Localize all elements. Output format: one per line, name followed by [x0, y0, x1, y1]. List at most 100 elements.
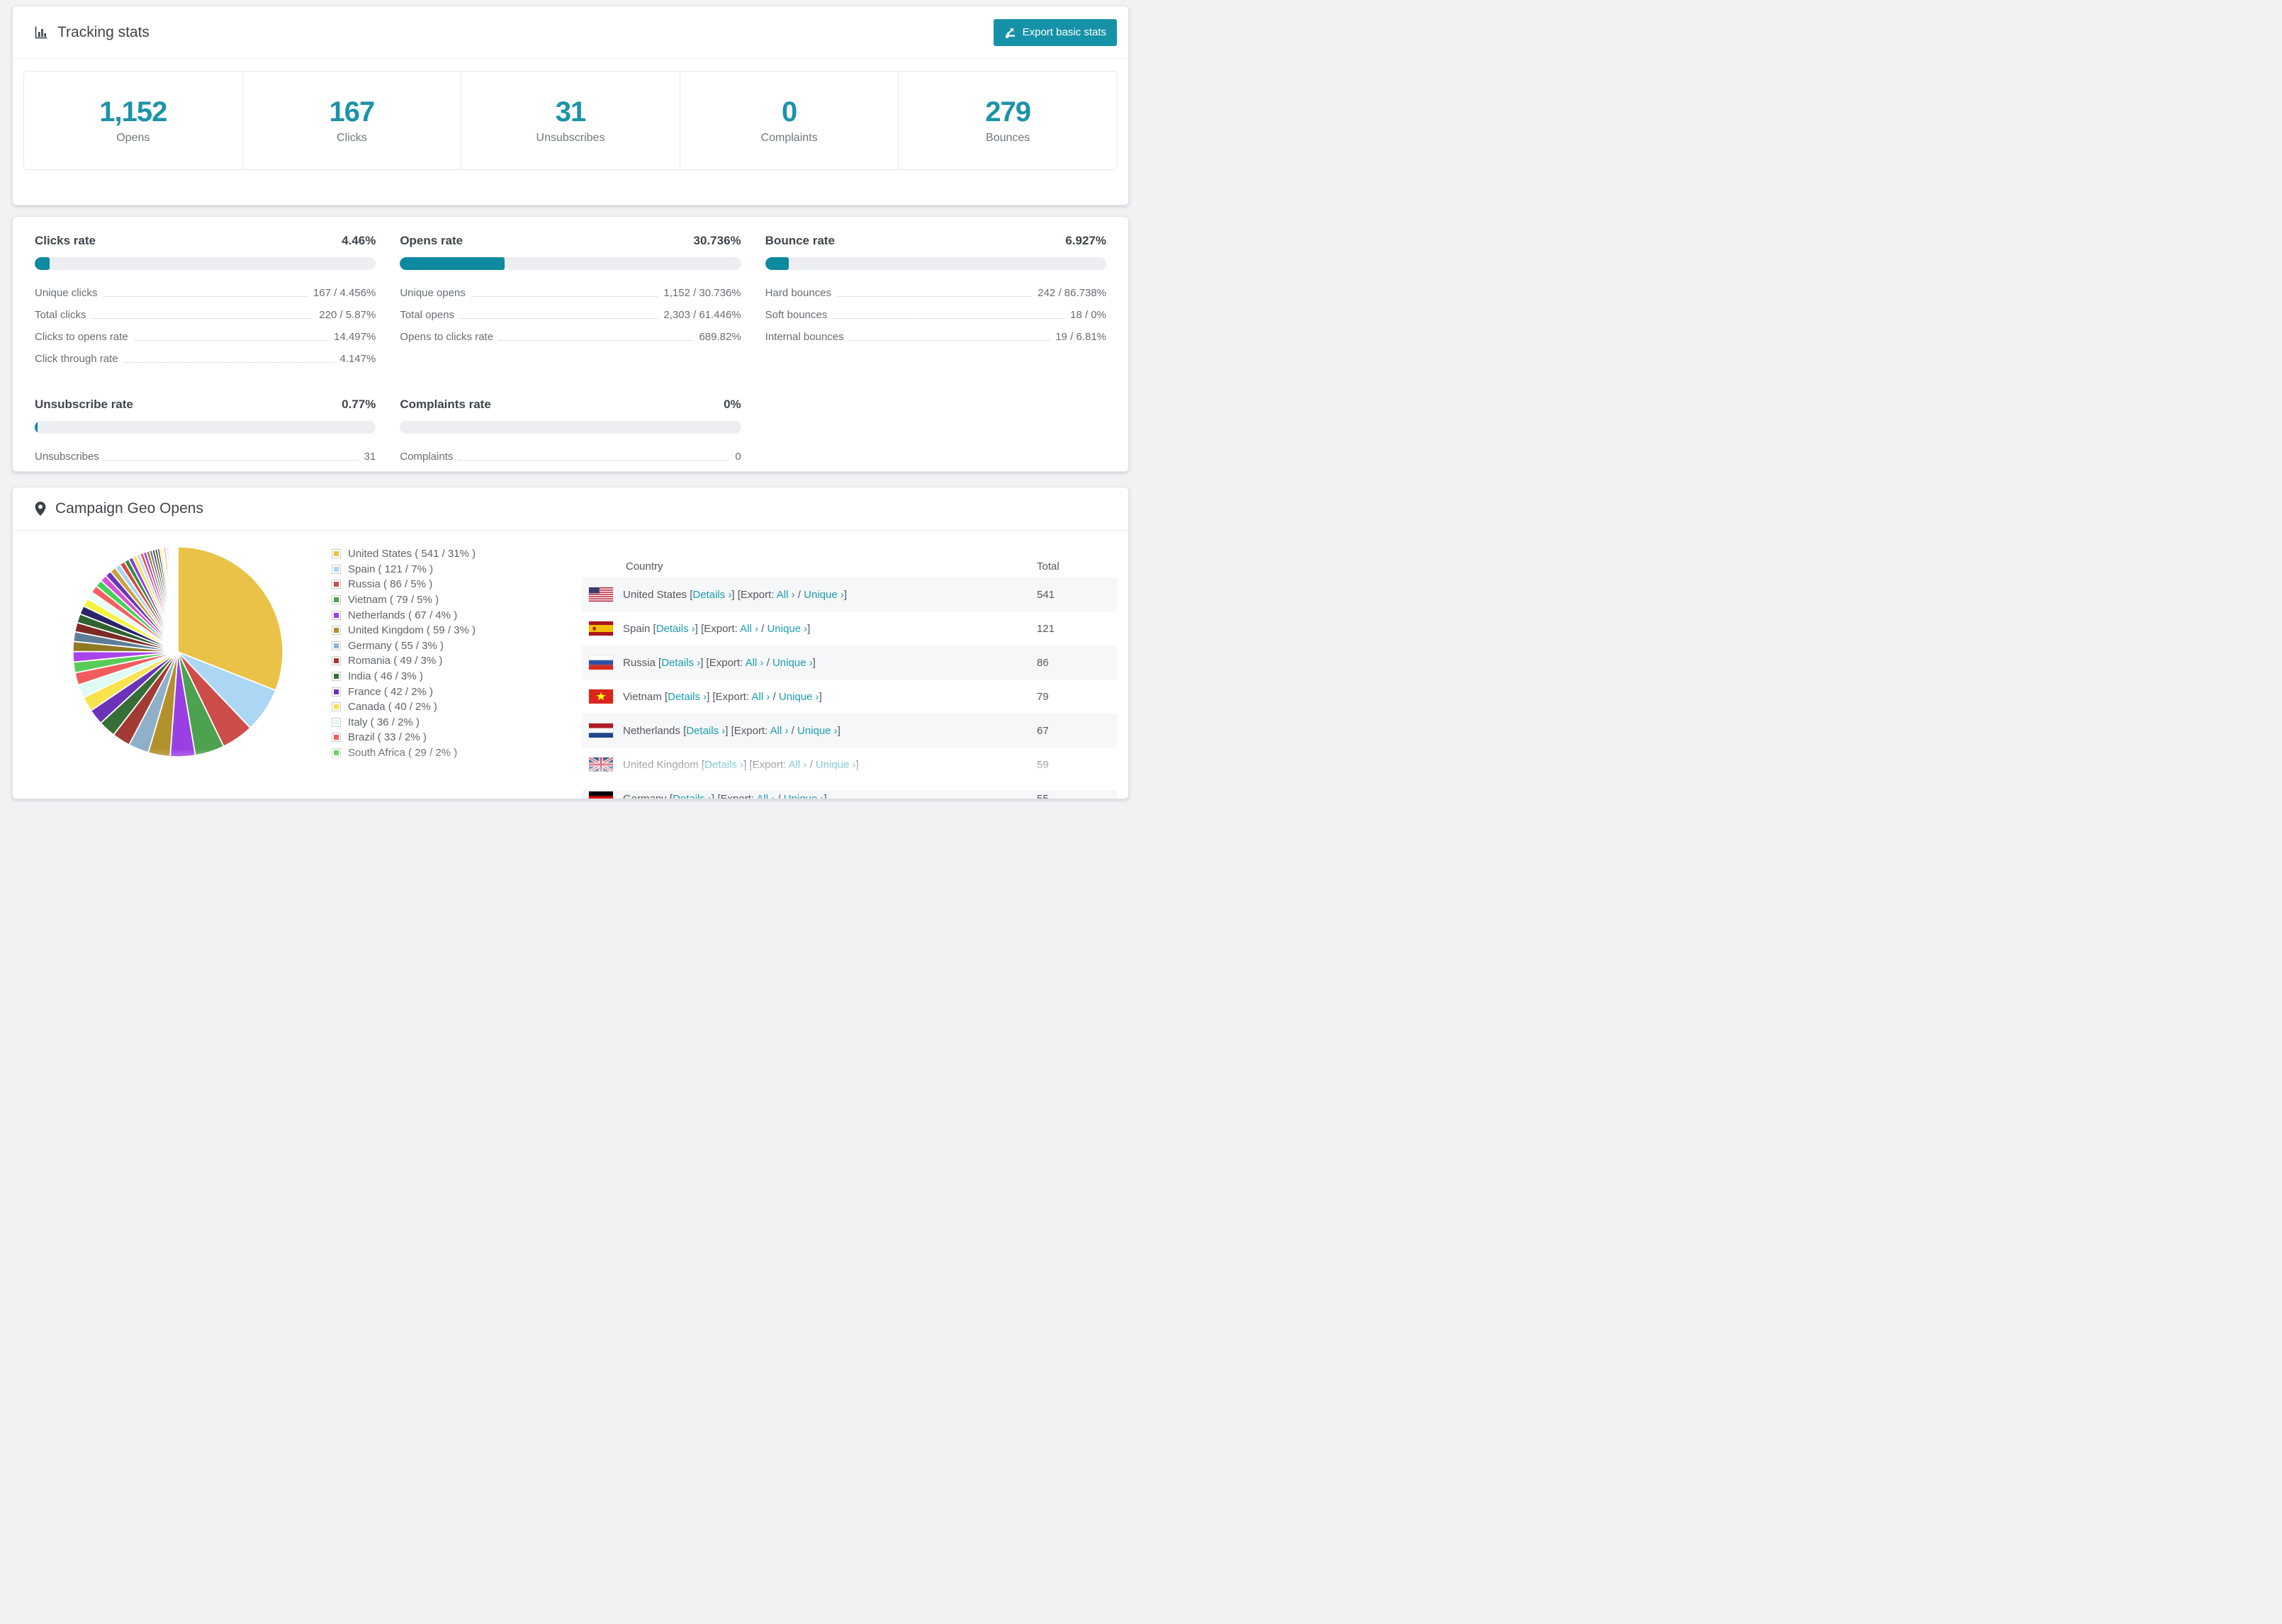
legend-item-netherlands: Netherlands ( 67 / 4% ) [332, 607, 476, 623]
export-unique-link[interactable]: Unique › [783, 792, 824, 799]
stat-card-complaints: 0 Complaints [680, 72, 899, 169]
geo-pie-chart[interactable] [67, 541, 288, 762]
stat-label: Bounces [986, 132, 1030, 144]
total-cell: 86 [1037, 656, 1049, 669]
flag-icon-us [589, 587, 613, 602]
legend-item-russia: Russia ( 86 / 5% ) [332, 577, 476, 592]
rate-detail-row: Unique opens 1,152 / 30.736% [400, 287, 741, 299]
legend-item-india: India ( 46 / 3% ) [332, 669, 476, 684]
stat-card-opens: 1,152 Opens [24, 72, 243, 169]
rate-detail-value: 2,303 / 61.446% [663, 309, 741, 321]
bracket: [ [683, 724, 687, 737]
details-link[interactable]: Details › [692, 588, 732, 601]
tracking-stats-header: Tracking stats Export basic stats [13, 6, 1128, 59]
legend-label: United States ( 541 / 31% ) [348, 548, 476, 560]
dotted-leader [103, 296, 308, 297]
geo-table: Country Total United States [Details ›] … [582, 555, 1117, 799]
details-link[interactable]: Details › [686, 724, 726, 737]
export-unique-link[interactable]: Unique › [815, 758, 856, 771]
export-all-link[interactable]: All › [756, 792, 775, 799]
rate-detail-row: Hard bounces 242 / 86.738% [765, 287, 1106, 299]
details-link[interactable]: Details › [656, 622, 695, 635]
legend-swatch [332, 672, 341, 682]
export-basic-stats-button[interactable]: Export basic stats [993, 18, 1117, 46]
flag-icon-de [589, 791, 613, 799]
rate-detail-label: Unique clicks [35, 287, 98, 299]
legend-label: Spain ( 121 / 7% ) [348, 563, 434, 575]
geo-legend: United States ( 541 / 31% ) Spain ( 121 /… [332, 546, 476, 760]
rate-detail-rows: Hard bounces 242 / 86.738% Soft bounces 18 … [765, 287, 1106, 343]
progress-bar [35, 421, 376, 434]
stat-card-bounces: 279 Bounces [899, 72, 1117, 169]
legend-item-spain: Spain ( 121 / 7% ) [332, 562, 476, 577]
export-all-link[interactable]: All › [770, 724, 789, 737]
export-all-link[interactable]: All › [788, 758, 807, 771]
rate-detail-label: Complaints [400, 451, 454, 463]
dotted-leader [471, 296, 658, 297]
legend-swatch [332, 702, 341, 712]
pie-chart-svg [72, 546, 284, 758]
bracket: ] [812, 656, 816, 669]
rate-detail-row: Complaints 0 [400, 451, 741, 463]
country-cell: Germany [Details ›] [Export: All › / Uni… [623, 792, 1037, 799]
rate-title: Bounce rate [765, 234, 835, 247]
stat-value: 167 [329, 96, 376, 128]
rate-value: 30.736% [693, 234, 741, 247]
export-unique-link[interactable]: Unique › [778, 690, 819, 703]
legend-label: Brazil ( 33 / 2% ) [348, 731, 427, 744]
rate-detail-value: 167 / 4.456% [313, 287, 376, 299]
pie-slice-59 [176, 546, 179, 653]
country-name: Netherlands [623, 724, 684, 737]
export-unique-link[interactable]: Unique › [804, 588, 844, 601]
rate-head: Opens rate 30.736% [400, 234, 741, 248]
rate-detail-row: Opens to clicks rate 689.82% [400, 331, 741, 343]
rate-block-unsubscribe-rate: Unsubscribe rate 0.77% Unsubscribes 31 [35, 397, 376, 463]
country-cell: Netherlands [Details ›] [Export: All › /… [623, 725, 1037, 737]
rate-detail-row: Unsubscribes 31 [35, 451, 376, 463]
legend-item-france: France ( 42 / 2% ) [332, 684, 476, 699]
dotted-leader [460, 318, 658, 319]
export-all-link[interactable]: All › [751, 690, 770, 703]
rate-detail-rows: Unique clicks 167 / 4.456% Total clicks 220… [35, 287, 376, 365]
slash: / [788, 724, 797, 737]
column-header-total: Total [1037, 560, 1060, 573]
rate-value: 4.46% [342, 234, 376, 247]
summary-stats-row: 1,152 Opens 167 Clicks 31 Unsubscribes 0 Compla… [23, 71, 1118, 170]
export-all-link[interactable]: All › [776, 588, 795, 601]
export-unique-link[interactable]: Unique › [767, 622, 808, 635]
total-cell: 79 [1037, 690, 1049, 703]
geo-table-header: Country Total [582, 555, 1117, 577]
details-link[interactable]: Details › [673, 792, 712, 799]
rate-detail-value: 689.82% [699, 331, 741, 343]
details-link[interactable]: Details › [704, 758, 744, 771]
export-unique-link[interactable]: Unique › [772, 656, 813, 669]
progress-bar-fill [765, 257, 789, 270]
column-header-country: Country [626, 560, 663, 573]
export-all-link[interactable]: All › [740, 622, 758, 635]
dotted-leader [123, 362, 335, 363]
pie-slice-0 [177, 546, 284, 692]
dotted-leader [849, 340, 1050, 341]
flag-icon-nl [589, 723, 613, 738]
stat-card-clicks: 167 Clicks [243, 72, 462, 169]
rate-detail-rows: Unique opens 1,152 / 30.736% Total opens 2,… [400, 287, 741, 343]
details-link[interactable]: Details › [661, 656, 701, 669]
rate-detail-row: Soft bounces 18 / 0% [765, 309, 1106, 321]
bracket: [ [653, 622, 656, 635]
stat-card-unsubscribes: 31 Unsubscribes [461, 72, 680, 169]
bracket: ] [Export: [743, 758, 789, 771]
rate-detail-row: Total clicks 220 / 5.87% [35, 309, 376, 321]
total-cell: 67 [1037, 724, 1049, 737]
legend-swatch [332, 610, 341, 620]
country-cell: Russia [Details ›] [Export: All › / Uniq… [623, 657, 1037, 669]
bracket: [ [658, 656, 662, 669]
legend-swatch [332, 580, 341, 590]
rate-detail-label: Unique opens [400, 287, 466, 299]
country-cell: United States [Details ›] [Export: All ›… [623, 589, 1037, 601]
details-link[interactable]: Details › [668, 690, 707, 703]
export-all-link[interactable]: All › [745, 656, 764, 669]
rate-head: Unsubscribe rate 0.77% [35, 397, 376, 412]
dotted-leader [459, 460, 730, 461]
rate-head: Bounce rate 6.927% [765, 234, 1106, 248]
export-unique-link[interactable]: Unique › [797, 724, 838, 737]
